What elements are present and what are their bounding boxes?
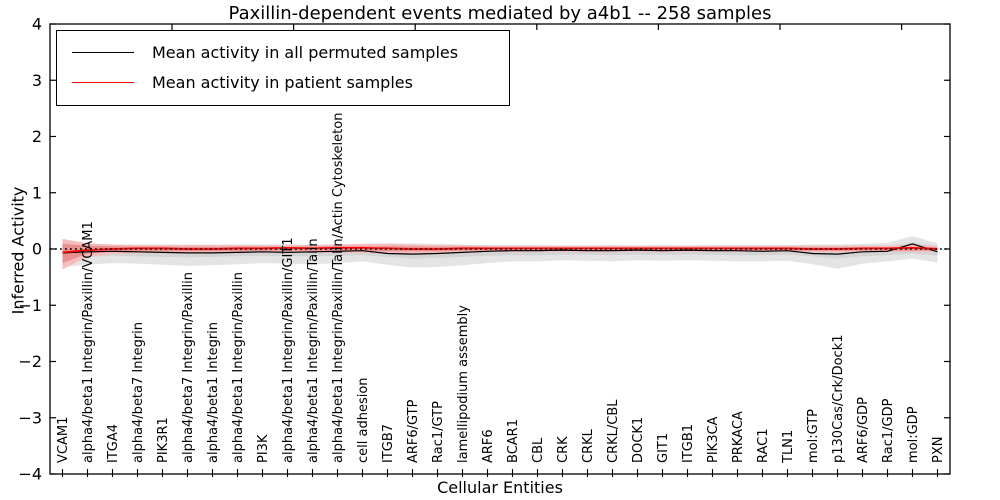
chart-title: Paxillin-dependent events mediated by a4… (228, 3, 772, 24)
x-tick-label: TLN1 (781, 430, 796, 464)
y-axis-label: Inferred Activity (8, 186, 28, 315)
x-tick-label: ITGA4 (106, 424, 121, 463)
x-tick-label: CRKL/CBL (606, 399, 621, 463)
x-tick-label: ARF6/GDP (856, 397, 871, 463)
x-tick-label: p130Cas/Crk/Dock1 (831, 334, 846, 463)
x-tick-label: alpha4/beta1 Integrin/Paxillin (231, 272, 246, 463)
y-tick-label: 2 (32, 127, 42, 146)
x-tick-label: lamellipodium assembly (456, 305, 471, 463)
y-tick-label: −1 (18, 296, 42, 315)
x-tick-label: alpha4/beta7 Integrin/Paxillin (181, 272, 196, 463)
x-tick-label: cell adhesion (356, 377, 371, 463)
x-tick-label: CBL (531, 437, 546, 463)
y-tick-label: 0 (32, 240, 42, 259)
y-tick-label: 1 (32, 183, 42, 202)
permuted-mean-line (62, 243, 938, 255)
patient-line-swatch (72, 81, 134, 83)
x-tick-label: alpha4/beta1 Integrin/Paxillin/Talin (306, 238, 321, 463)
x-tick-label: Rac1/GTP (431, 401, 446, 463)
x-tick-label: Rac1/GDP (881, 398, 896, 463)
x-tick-label: BCAR1 (506, 419, 521, 463)
x-tick-label: ITGB1 (681, 424, 696, 463)
x-tick-label: CRKL (581, 428, 596, 463)
x-tick-label: alpha4/beta1 Integrin/Paxillin/VCAM1 (81, 221, 96, 463)
x-axis-label: Cellular Entities (437, 478, 563, 497)
legend-item-permuted: Mean activity in all permuted samples (57, 37, 509, 67)
y-tick-label: −2 (18, 352, 42, 371)
permuted-line-swatch (72, 51, 134, 53)
x-tick-label: mol:GDP (906, 406, 921, 463)
y-tick-label: 3 (32, 71, 42, 90)
x-tick-label: DOCK1 (631, 417, 646, 463)
x-tick-label: GIT1 (656, 433, 671, 463)
x-tick-label: PXN (931, 437, 946, 463)
y-tick-label: 4 (32, 15, 42, 34)
x-tick-label: RAC1 (756, 428, 771, 463)
x-tick-label: PIK3R1 (156, 417, 171, 463)
x-tick-label: PIK3CA (706, 416, 721, 463)
x-tick-label: ARF6 (481, 429, 496, 463)
x-tick-label: mol:GTP (806, 409, 821, 463)
x-tick-label: PI3K (256, 434, 271, 463)
y-tick-label: −3 (18, 408, 42, 427)
x-tick-label: alpha4/beta1 Integrin (206, 322, 221, 463)
x-tick-label: alpha4/beta1 Integrin/Paxillin/GIT1 (281, 237, 296, 463)
x-tick-label: VCAM1 (56, 417, 71, 463)
patient-samples-outer-band (62, 238, 938, 270)
legend-label-patient: Mean activity in patient samples (152, 72, 413, 92)
x-tick-label: PRKACA (731, 411, 746, 463)
y-tick-label: −4 (18, 465, 42, 484)
x-tick-label: ARF6/GTP (406, 399, 421, 463)
legend-box: Mean activity in all permuted samples Me… (56, 30, 510, 106)
x-tick-label: alpha4/beta7 Integrin (131, 322, 146, 463)
legend-label-permuted: Mean activity in all permuted samples (152, 42, 459, 62)
legend-item-patient: Mean activity in patient samples (57, 67, 509, 97)
x-tick-label: alpha4/beta1 Integrin/Paxillin/Talin/Act… (331, 113, 346, 463)
x-tick-label: CRK (556, 436, 571, 463)
x-tick-label: ITGB7 (381, 424, 396, 463)
